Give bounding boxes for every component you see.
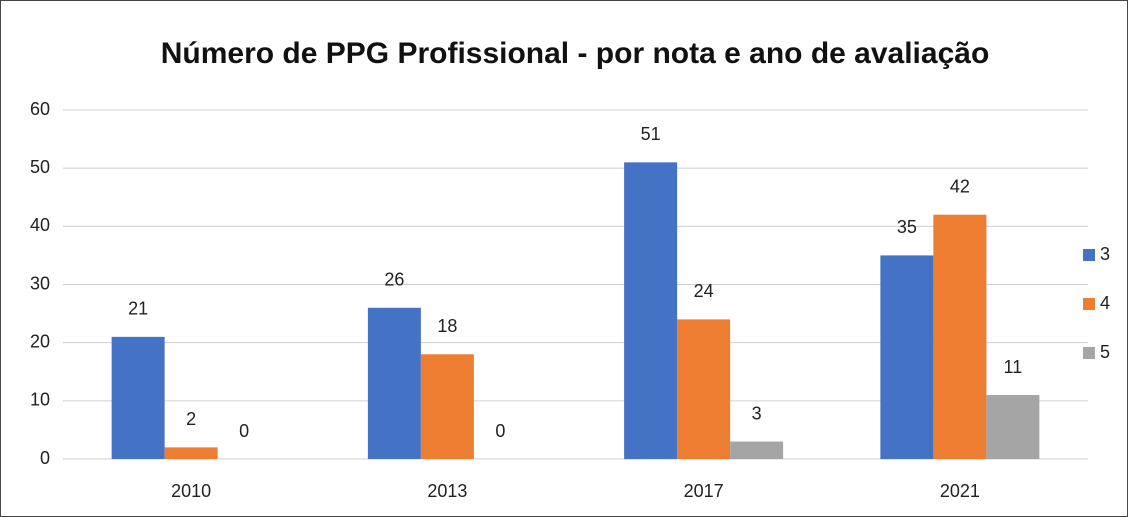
- chart-title: Número de PPG Profissional - por nota e …: [161, 37, 990, 70]
- bar: [933, 214, 987, 459]
- bar: [624, 162, 678, 459]
- legend-swatch: [1083, 298, 1095, 310]
- legend-label: 5: [1100, 342, 1110, 362]
- data-label: 35: [897, 217, 917, 237]
- bar: [164, 447, 218, 459]
- bar: [367, 307, 421, 459]
- x-tick-label: 2017: [684, 481, 724, 501]
- y-tick-label: 40: [30, 215, 50, 235]
- data-label: 2: [186, 409, 196, 429]
- y-tick-label: 30: [30, 273, 50, 293]
- legend-swatch: [1083, 249, 1095, 261]
- data-label: 0: [239, 421, 249, 441]
- bar: [730, 441, 784, 459]
- bar: [111, 336, 165, 459]
- bar: [677, 319, 731, 459]
- x-tick-label: 2021: [940, 481, 980, 501]
- legend-label: 3: [1100, 244, 1110, 264]
- data-label: 18: [437, 316, 457, 336]
- y-tick-label: 60: [30, 99, 50, 119]
- bar: [986, 395, 1040, 459]
- bar: [880, 255, 934, 459]
- data-label: 51: [641, 124, 661, 144]
- data-label: 11: [1004, 357, 1023, 377]
- bar: [420, 354, 474, 459]
- x-tick-label: 2013: [427, 481, 467, 501]
- data-label: 3: [752, 403, 762, 423]
- data-label: 21: [128, 299, 148, 319]
- data-label: 24: [694, 281, 714, 301]
- data-label: 0: [495, 421, 505, 441]
- legend-swatch: [1083, 347, 1095, 359]
- x-tick-label: 2010: [171, 481, 211, 501]
- legend-label: 4: [1100, 293, 1110, 313]
- y-tick-label: 10: [30, 390, 50, 410]
- y-tick-label: 20: [30, 331, 50, 351]
- y-tick-label: 50: [30, 157, 50, 177]
- data-label: 42: [950, 176, 970, 196]
- data-label: 26: [384, 270, 404, 290]
- y-tick-label: 0: [40, 448, 50, 468]
